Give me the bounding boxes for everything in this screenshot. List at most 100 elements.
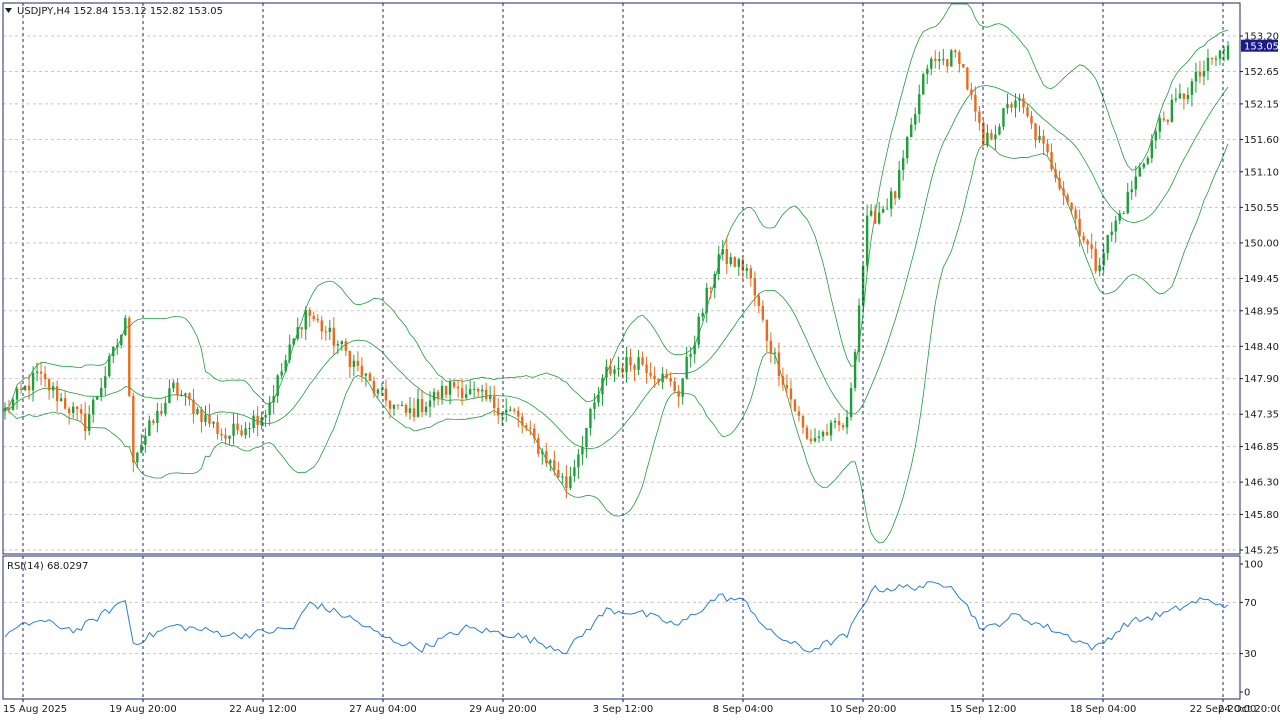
- candle: [432, 388, 436, 408]
- candle: [320, 315, 323, 340]
- candle: [220, 428, 223, 441]
- candle: [509, 406, 512, 412]
- candle: [1006, 93, 1009, 114]
- price-tick-label: 150.55: [1244, 203, 1279, 214]
- candle: [902, 150, 905, 181]
- time-tick-label: 15 Aug 2025: [3, 704, 67, 715]
- triangle-down-icon[interactable]: [5, 8, 12, 13]
- candle: [31, 366, 35, 402]
- candle-body: [962, 63, 965, 68]
- candle-body: [681, 378, 684, 397]
- candle-body: [268, 402, 271, 415]
- candle-body: [340, 341, 344, 345]
- candle-body: [509, 409, 512, 411]
- candle-body: [324, 331, 327, 333]
- candle: [1086, 238, 1089, 254]
- time-tick-label: 8 Sep 04:00: [713, 704, 773, 715]
- candle-body: [412, 408, 416, 417]
- candle-body: [897, 170, 901, 199]
- candle: [1162, 111, 1166, 122]
- candle: [889, 187, 893, 217]
- candle-body: [352, 360, 356, 367]
- candle: [124, 314, 127, 337]
- candle: [436, 389, 440, 406]
- candle-body: [581, 446, 584, 455]
- candle: [276, 373, 279, 403]
- candle: [400, 400, 404, 407]
- candle: [813, 428, 817, 443]
- candle: [100, 378, 103, 402]
- candle-body: [55, 386, 59, 402]
- candle: [585, 427, 588, 459]
- candle: [529, 420, 532, 436]
- candle: [1102, 244, 1105, 274]
- candle: [781, 367, 785, 391]
- candle-body: [657, 379, 660, 383]
- candle-body: [1066, 195, 1069, 203]
- candle: [533, 423, 536, 444]
- candle: [88, 405, 91, 436]
- candle-body: [304, 309, 307, 330]
- candle: [701, 308, 704, 321]
- candle: [35, 362, 39, 382]
- candle: [444, 385, 448, 399]
- candle-body: [292, 338, 295, 345]
- candle: [833, 417, 837, 429]
- candle: [649, 362, 652, 379]
- candle-body: [849, 388, 853, 417]
- candle-body: [63, 398, 67, 409]
- candle: [517, 406, 520, 428]
- candle: [513, 407, 516, 414]
- candle-body: [1226, 45, 1230, 60]
- candle-body: [3, 408, 7, 412]
- candle-body: [946, 59, 949, 67]
- candle-body: [208, 414, 211, 424]
- candle-body: [906, 137, 909, 159]
- candle-body: [1154, 131, 1158, 141]
- candle-body: [881, 209, 885, 213]
- candle: [96, 395, 99, 400]
- candle-body: [1054, 169, 1057, 179]
- candle-body: [617, 367, 620, 370]
- candle: [946, 58, 949, 73]
- candle: [376, 388, 380, 398]
- candle-body: [869, 210, 873, 216]
- candle-body: [276, 375, 279, 397]
- candle: [549, 458, 552, 472]
- price-tick-label: 146.85: [1244, 442, 1279, 453]
- candle-body: [1110, 231, 1113, 235]
- candle: [817, 430, 821, 443]
- candle-body: [432, 391, 436, 401]
- candle: [204, 405, 207, 426]
- price-tick-label: 152.65: [1244, 67, 1279, 78]
- candle: [1014, 93, 1017, 118]
- candle: [837, 413, 841, 432]
- candle: [693, 335, 696, 364]
- candle: [745, 264, 749, 279]
- candle-body: [517, 410, 520, 417]
- price-axis: 153.20 152.65 152.15 151.60 151.10 150.55 150.…: [1240, 32, 1279, 557]
- candle: [288, 334, 291, 364]
- candle-body: [23, 385, 27, 390]
- candle-body: [47, 379, 51, 391]
- candle-body: [484, 389, 488, 399]
- candle-body: [733, 257, 736, 267]
- candle: [922, 72, 925, 95]
- candle: [404, 403, 408, 417]
- current-price-tag: 153.05: [1241, 39, 1279, 53]
- current-price-tag-bg: [1241, 39, 1278, 52]
- candle-body: [436, 391, 440, 399]
- candle-body: [424, 406, 428, 412]
- candle: [1110, 222, 1113, 242]
- candle-body: [1206, 57, 1210, 72]
- candle: [537, 433, 540, 457]
- candle: [1150, 134, 1154, 163]
- candle-body: [228, 435, 231, 439]
- time-tick-label: 18 Sep 04:00: [1070, 704, 1137, 715]
- candle: [340, 340, 344, 352]
- candle-body: [781, 376, 785, 385]
- candle-body: [1186, 94, 1190, 99]
- candle-body: [765, 319, 769, 341]
- candle-body: [488, 396, 492, 399]
- candle-body: [950, 50, 953, 67]
